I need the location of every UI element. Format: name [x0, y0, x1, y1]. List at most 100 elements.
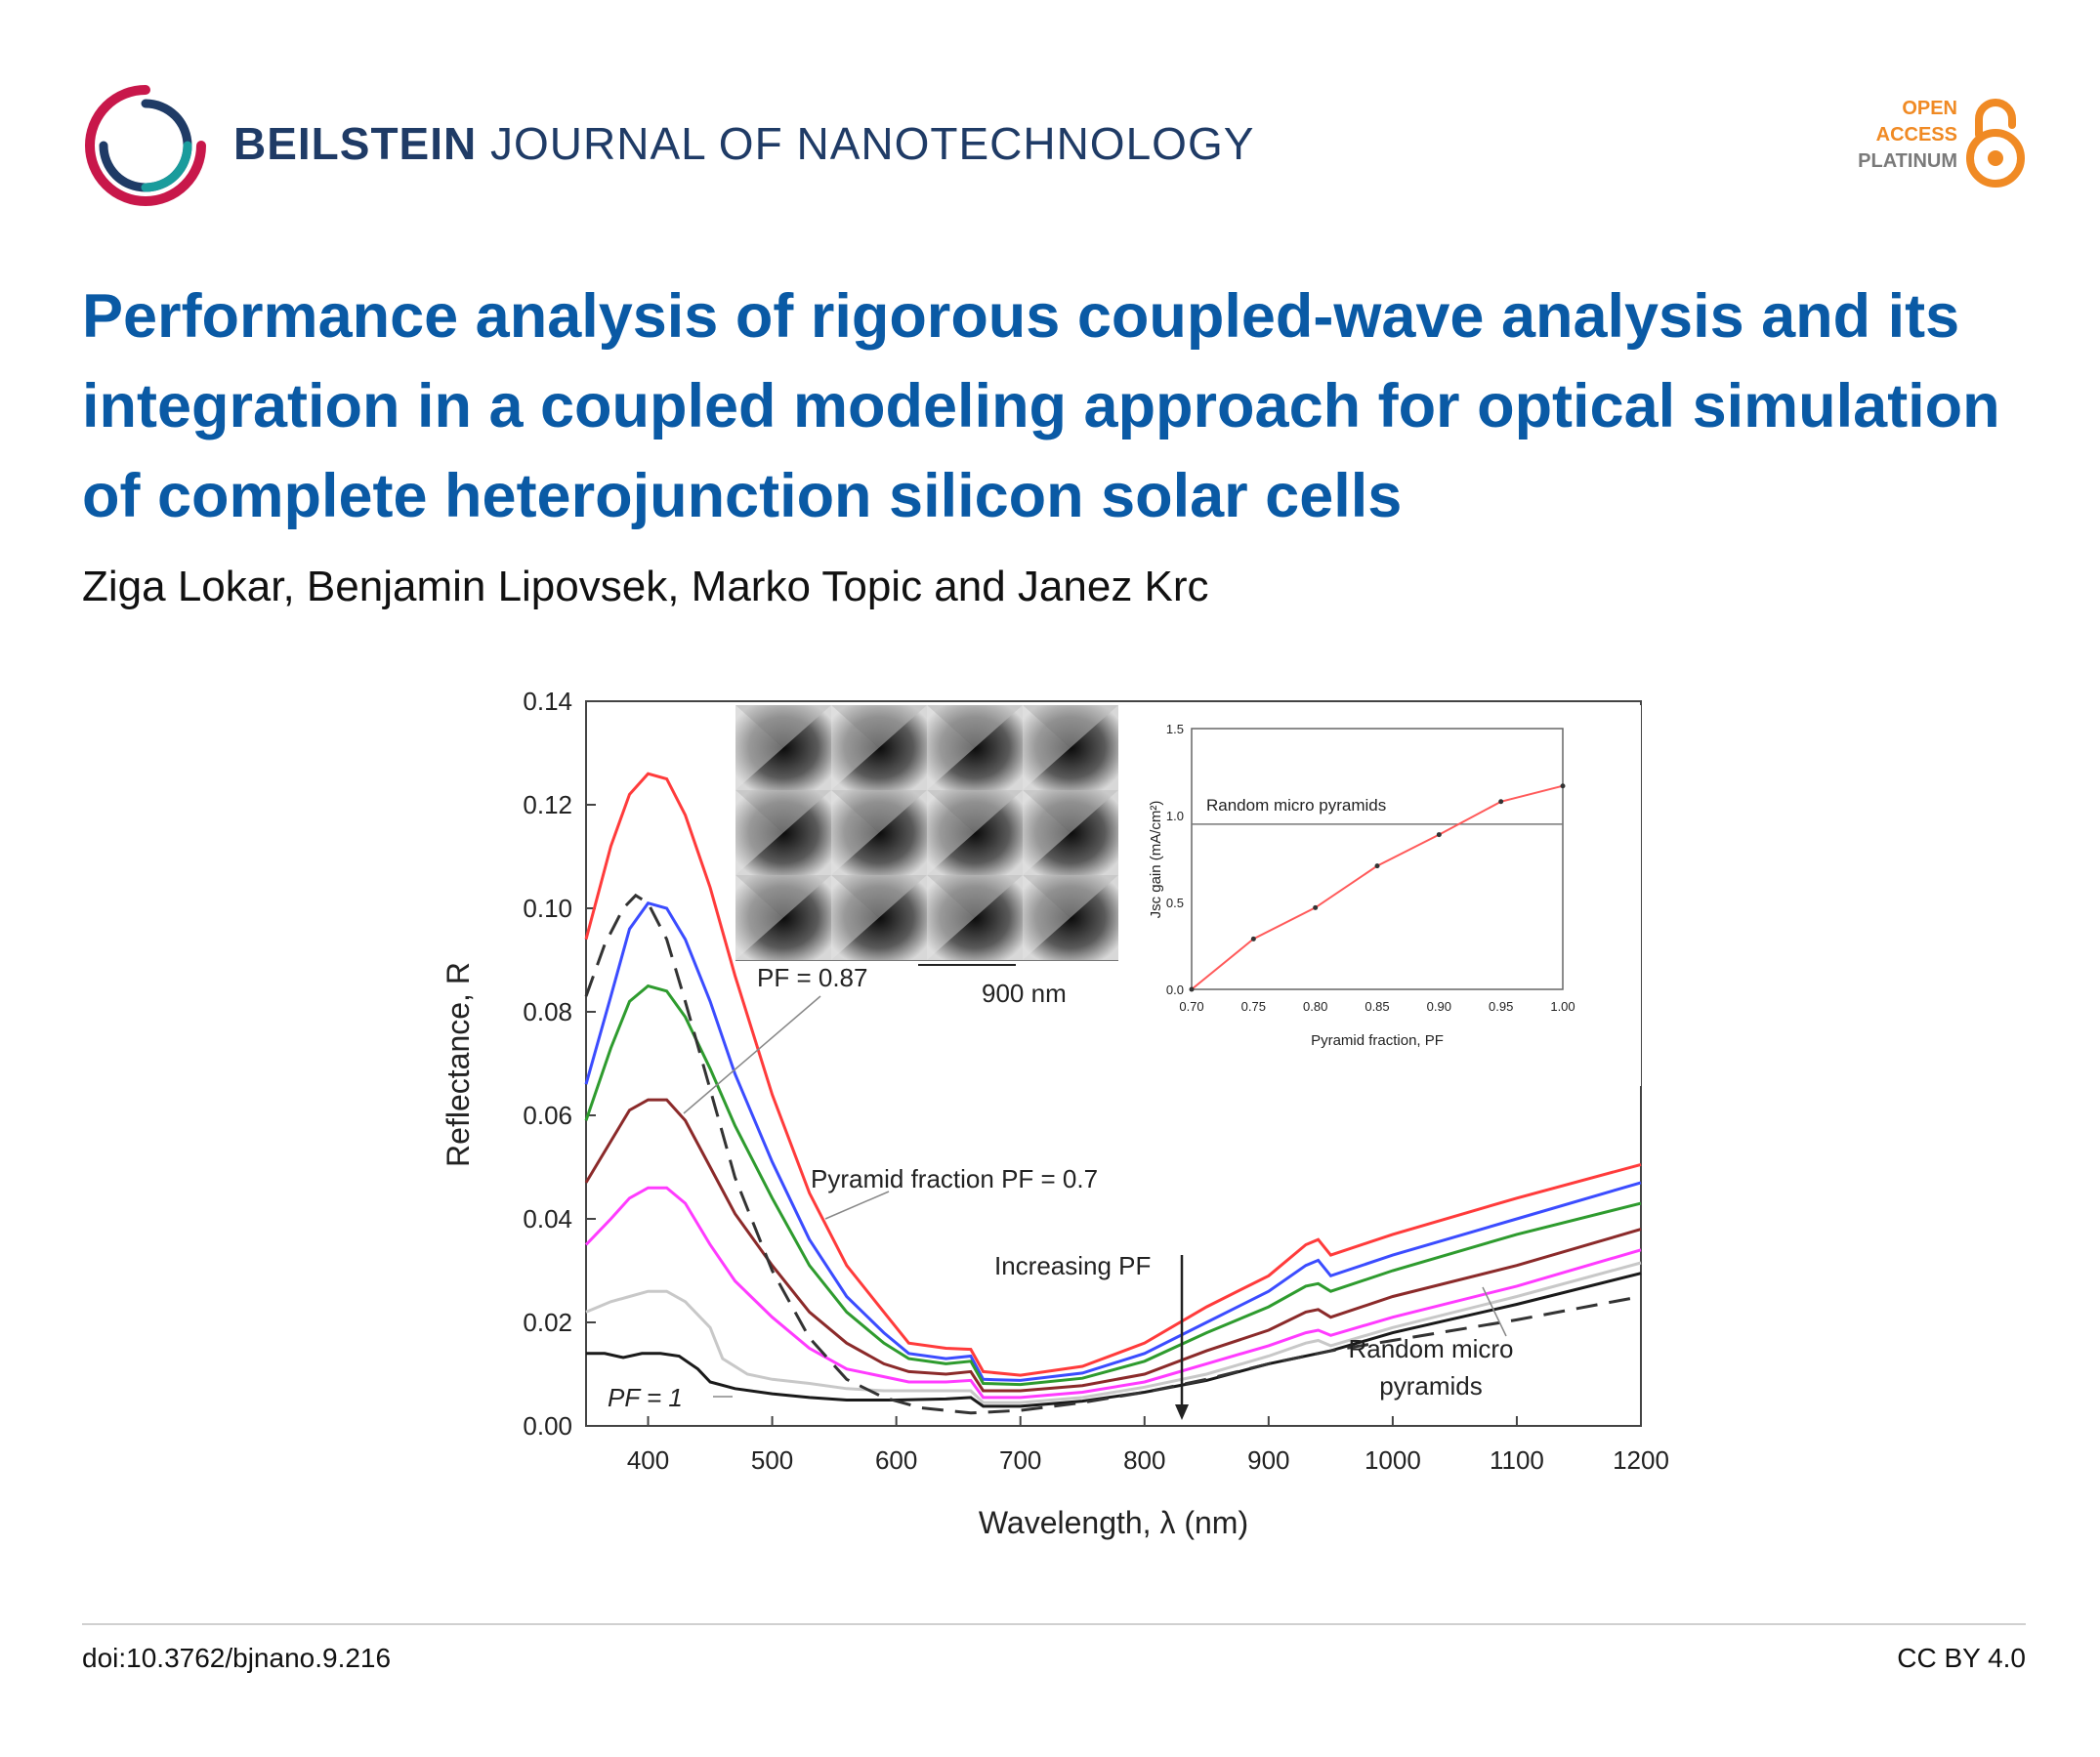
- inset-x-tick-label: 0.85: [1365, 999, 1389, 1014]
- pf087-pointer-line: [683, 995, 821, 1114]
- main-x-tick-label: 500: [751, 1445, 793, 1475]
- inset-data-point: [1560, 783, 1566, 789]
- main-x-axis-label: Wavelength, λ (nm): [979, 1505, 1248, 1540]
- main-x-tick-label: 1000: [1365, 1445, 1421, 1475]
- journal-header: BEILSTEIN JOURNAL OF NANOTECHNOLOGY OPEN…: [82, 82, 2026, 206]
- sem-pyramid-facet: [927, 705, 1023, 748]
- journal-name: BEILSTEIN JOURNAL OF NANOTECHNOLOGY: [233, 117, 1254, 170]
- main-series-line-3: [584, 1098, 1642, 1393]
- main-y-tick-label: 0.02: [523, 1308, 572, 1337]
- inset-data-point: [1250, 936, 1256, 941]
- main-y-tick-label: 0.04: [523, 1204, 572, 1234]
- sem-pyramid-facet: [831, 705, 879, 790]
- inset-x-tick-label: 0.80: [1303, 999, 1327, 1014]
- main-y-tick-label: 0.12: [523, 790, 572, 819]
- inset-data-point: [1374, 863, 1380, 869]
- inset-y-tick-label: 1.0: [1166, 809, 1184, 823]
- pf07-pointer-line: [824, 1191, 890, 1220]
- sem-pyramid-facet: [927, 705, 975, 790]
- oa-access-label: ACCESS: [1875, 124, 1957, 146]
- jsc-gain-inset-chart: 0.70 0.75 0.80 0.85 0.90 0.95 1.00 0.0 0.5 1.0 1.5…: [1133, 705, 1641, 1086]
- main-series-line-7: [584, 893, 1642, 1415]
- main-x-tick-label: 1200: [1613, 1445, 1669, 1475]
- annotation-random-micro-pyramids: Random micro pyramids: [1348, 1334, 1513, 1401]
- main-series-line-0: [584, 772, 1642, 1377]
- inset-x-tick-label: 0.90: [1427, 999, 1451, 1014]
- rmp-pointer-line: [1482, 1286, 1507, 1337]
- main-x-tick-label: 1100: [1490, 1445, 1544, 1475]
- annotation-pf-087: PF = 0.87: [757, 963, 867, 992]
- inset-data-point: [1313, 904, 1319, 910]
- sem-inset-image: [735, 705, 1118, 961]
- main-x-tick-label: 700: [999, 1445, 1041, 1475]
- main-x-tick-label: 900: [1247, 1445, 1289, 1475]
- sem-pyramid-facet: [735, 790, 831, 833]
- sem-pyramid-facet: [1023, 875, 1118, 918]
- oa-platinum-label: PLATINUM: [1858, 150, 1957, 172]
- annotation-pf-1: PF = 1: [608, 1383, 683, 1412]
- beilstein-ring-logo-icon: [85, 85, 206, 206]
- doi-text: doi:10.3762/bjnano.9.216: [82, 1643, 392, 1673]
- inset-x-axis-label: Pyramid fraction, PF: [1311, 1032, 1444, 1049]
- main-y-tick-label: 0.08: [523, 997, 572, 1026]
- main-x-tick-label: 400: [627, 1445, 669, 1475]
- inset-x-tick-label: 0.95: [1489, 999, 1513, 1014]
- sem-pyramid-facet: [831, 790, 879, 875]
- inset-data-point: [1498, 799, 1504, 805]
- inset-y-axis-label: Jsc gain (mA/cm²): [1148, 801, 1164, 919]
- inset-x-tick-label: 1.00: [1550, 999, 1575, 1014]
- main-y-tick-label: 0.06: [523, 1101, 572, 1130]
- annotation-pf-07: Pyramid fraction PF = 0.7: [811, 1164, 1098, 1193]
- journal-name-rest: JOURNAL OF NANOTECHNOLOGY: [490, 118, 1255, 169]
- article-title: Performance analysis of rigorous coupled…: [82, 282, 2000, 530]
- main-y-axis-label: Reflectance, R: [441, 962, 476, 1167]
- journal-name-bold: BEILSTEIN: [233, 118, 478, 169]
- inset-y-tick-label: 0.5: [1166, 896, 1184, 910]
- random-micro-pyramids-label-line1: Random micro: [1348, 1334, 1513, 1363]
- main-x-tick-label: 600: [875, 1445, 917, 1475]
- sem-pyramid-facet: [735, 705, 831, 748]
- sem-pyramid-facet: [831, 875, 927, 918]
- increasing-pf-arrowhead: [1175, 1404, 1189, 1420]
- sem-pyramid-facet: [735, 875, 783, 960]
- sem-pyramid-facet: [831, 705, 927, 748]
- reflectance-chart: 400 500 600 700 800 900 1000 1100 1200 0.00 0.02 0.…: [441, 687, 1669, 1540]
- main-series-line-1: [584, 900, 1642, 1382]
- inset-y-tick-label: 1.5: [1166, 722, 1184, 736]
- inset-data-point: [1189, 986, 1195, 992]
- inset-x-tick-label: 0.75: [1241, 999, 1266, 1014]
- main-series-line-5: [585, 1261, 1642, 1404]
- sem-pyramid-facet: [927, 875, 1023, 918]
- article-authors: Ziga Lokar, Benjamin Lipovsek, Marko Top…: [82, 563, 1209, 610]
- sem-pyramid-facet: [735, 790, 783, 875]
- open-access-lock-icon: [1966, 99, 2025, 188]
- sem-pyramid-facet: [927, 875, 975, 960]
- inset-x-tick-label: 0.70: [1179, 999, 1203, 1014]
- sem-pyramid-facet: [831, 875, 879, 960]
- main-y-tick-label: 0.00: [523, 1411, 572, 1441]
- license-text: CC BY 4.0: [1897, 1643, 2026, 1673]
- main-series-line-2: [584, 983, 1642, 1387]
- scale-bar-label: 900 nm: [982, 979, 1067, 1008]
- inset-plot-frame: [1191, 728, 1564, 990]
- main-y-tick-label: 0.14: [523, 687, 572, 716]
- inset-reference-label: Random micro pyramids: [1206, 796, 1386, 815]
- sem-pyramid-facet: [1023, 705, 1118, 748]
- sem-pyramid-facet: [1023, 875, 1071, 960]
- sem-pyramid-facet: [927, 790, 975, 875]
- sem-pyramid-facet: [1023, 790, 1071, 875]
- sem-pyramid-facet: [927, 790, 1023, 833]
- sem-pyramid-facet: [1023, 705, 1071, 790]
- graphical-abstract-figure: 400 500 600 700 800 900 1000 1100 1200 0.00 0.02 0.…: [430, 674, 1690, 1582]
- annotation-increasing-pf: Increasing PF: [994, 1251, 1151, 1280]
- main-series-line-4: [584, 1186, 1642, 1400]
- inset-y-tick-label: 0.0: [1166, 983, 1184, 997]
- inset-data-point: [1436, 832, 1442, 838]
- sem-pyramid-facet: [1023, 790, 1118, 833]
- sem-pyramid-facet: [735, 705, 783, 790]
- sem-pyramid-facet: [735, 875, 831, 918]
- open-access-badge: OPEN ACCESS PLATINUM: [1830, 96, 2026, 193]
- sem-pyramid-facet: [831, 790, 927, 833]
- random-micro-pyramids-label-line2: pyramids: [1379, 1371, 1482, 1401]
- footer-divider: [82, 1623, 2026, 1625]
